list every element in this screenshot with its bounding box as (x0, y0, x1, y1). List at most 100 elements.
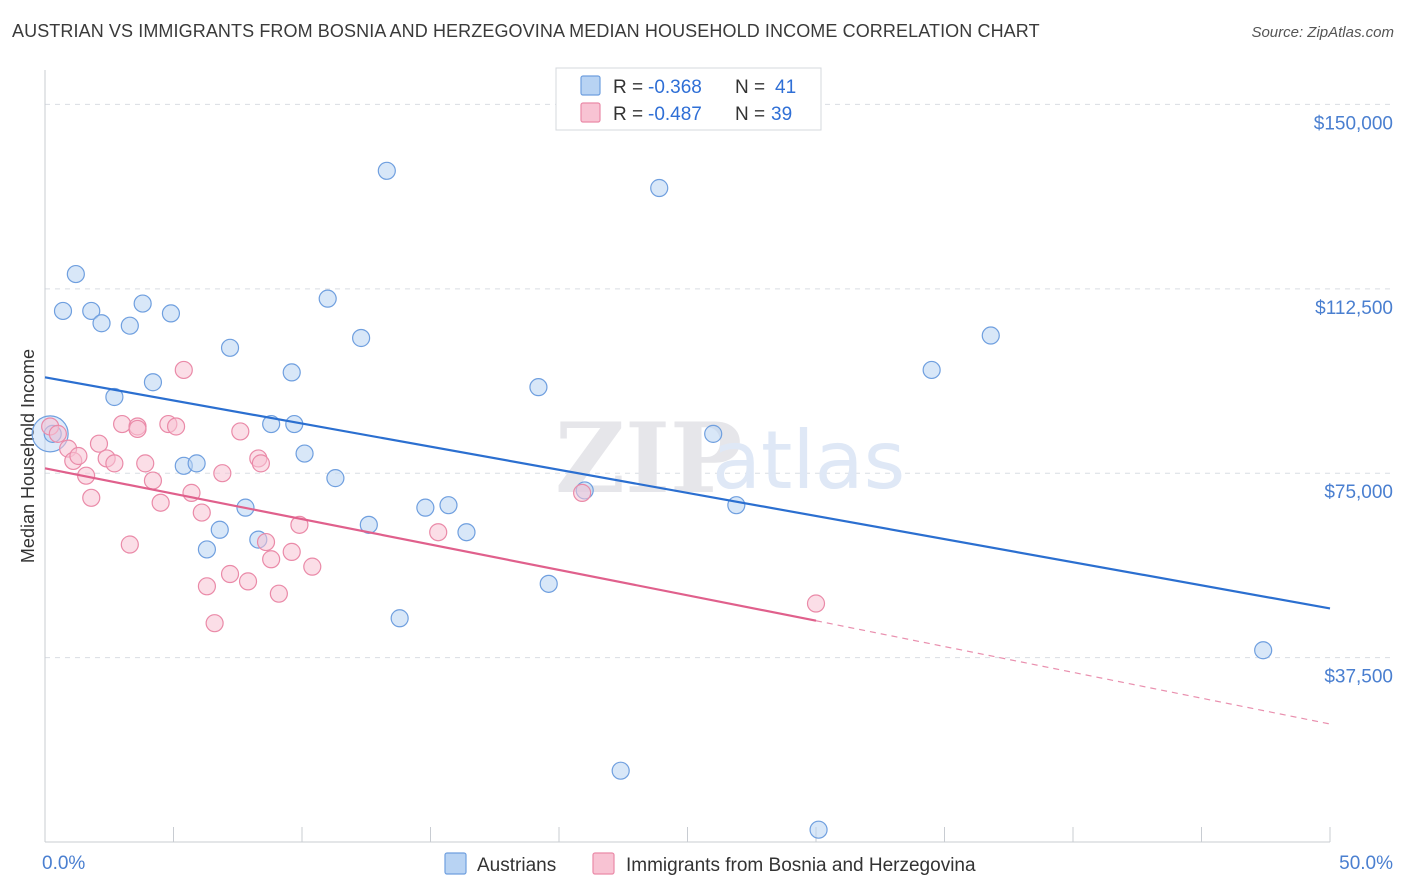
data-point (529, 378, 548, 397)
data-point (1254, 641, 1273, 660)
data-point (92, 314, 111, 333)
y-axis-label: Median Household Income (18, 349, 38, 563)
series-bosnia (41, 360, 826, 633)
legend-r-value: -0.368 (648, 77, 702, 98)
data-point (282, 363, 301, 382)
data-point (922, 360, 941, 380)
bottom-legend-austrians: Austrians (477, 855, 556, 876)
data-point (539, 574, 558, 593)
data-point (151, 493, 170, 512)
bottom-legend-swatch-austrians (444, 852, 467, 875)
data-point (220, 338, 240, 357)
data-point (611, 761, 630, 780)
data-point (166, 417, 186, 436)
legend-swatch-austrians (580, 75, 601, 96)
y-tick-label: $150,000 (1314, 113, 1393, 134)
data-point (53, 301, 73, 321)
data-point (981, 326, 1000, 345)
data-point (256, 532, 276, 552)
y-tick-label: $112,500 (1315, 298, 1393, 319)
series-austrians (31, 161, 1273, 839)
data-point (48, 424, 67, 443)
data-point (197, 540, 217, 559)
data-point (303, 557, 322, 576)
bottom-legend-swatch-bosnia (592, 852, 615, 875)
data-point (727, 496, 746, 515)
data-point (120, 316, 139, 335)
x-tick-label: 0.0% (42, 853, 85, 874)
data-point (573, 483, 592, 502)
axes (44, 70, 1331, 843)
data-point (352, 328, 371, 348)
data-point (377, 161, 396, 180)
legend-n-value: 41 (775, 77, 796, 98)
data-point (143, 373, 163, 392)
y-tick-label: $37,500 (1324, 667, 1393, 688)
data-point (650, 178, 669, 198)
data-point (809, 820, 828, 839)
legend-n-label: N = (735, 104, 765, 125)
y-tick-label: $75,000 (1324, 482, 1393, 503)
data-point (197, 577, 217, 596)
data-point (105, 454, 124, 473)
data-point (143, 471, 163, 490)
data-point (416, 498, 435, 517)
data-point (220, 564, 240, 584)
legend-r-value: -0.487 (648, 104, 702, 125)
data-point (89, 434, 109, 453)
data-point (439, 496, 458, 515)
bottom-legend-bosnia: Immigrants from Bosnia and Herzegovina (626, 855, 976, 876)
source-credit: Source: ZipAtlas.com (1251, 24, 1394, 41)
legend-r-label: R = (613, 104, 643, 125)
data-point (205, 614, 224, 633)
data-point (174, 360, 193, 380)
chart-title: AUSTRIAN VS IMMIGRANTS FROM BOSNIA AND H… (12, 21, 1040, 41)
data-point (390, 609, 409, 628)
data-point (262, 550, 281, 569)
data-point (457, 523, 476, 542)
data-point (105, 387, 124, 407)
data-point (318, 289, 337, 308)
data-point (282, 542, 301, 561)
trend-lines (44, 376, 1331, 725)
data-point (326, 469, 345, 488)
data-point (120, 535, 139, 554)
legend-swatch-bosnia (580, 102, 601, 123)
data-point (806, 594, 826, 613)
legend-n-label: N = (735, 77, 765, 98)
data-point (187, 454, 206, 473)
legend-r-label: R = (613, 77, 643, 98)
data-point (231, 422, 250, 441)
data-point (136, 454, 155, 473)
data-point (295, 444, 314, 463)
data-point (133, 294, 152, 313)
data-point (290, 515, 309, 534)
data-point (112, 414, 132, 434)
x-tick-labels: 0.0% 50.0% (42, 853, 1393, 874)
y-tick-labels: $150,000 $112,500 $75,000 $37,500 (1314, 113, 1393, 687)
data-point (82, 301, 101, 321)
data-point (429, 523, 448, 542)
data-point (251, 454, 270, 473)
trend-line-austrians (44, 376, 1331, 610)
trend-line-bosnia-extension (815, 620, 1331, 725)
data-point (192, 503, 211, 522)
watermark-atlas: atlas (712, 414, 905, 507)
data-point (161, 304, 181, 323)
bottom-legend: Austrians Immigrants from Bosnia and Her… (444, 852, 976, 876)
watermark: ZIP atlas (555, 402, 905, 515)
data-point (213, 464, 232, 483)
data-point (69, 446, 88, 466)
data-point (66, 264, 85, 284)
legend-n-value: 39 (771, 104, 792, 125)
data-point (704, 424, 723, 443)
data-point (128, 419, 147, 439)
data-point (210, 520, 229, 539)
trend-line-bosnia (44, 467, 817, 622)
legend: R = -0.368 N = 41 R = -0.487 N = 39 (555, 67, 822, 131)
data-point (82, 488, 101, 507)
x-tick-label: 50.0% (1339, 853, 1393, 874)
data-point (269, 584, 288, 603)
data-point (238, 572, 258, 591)
